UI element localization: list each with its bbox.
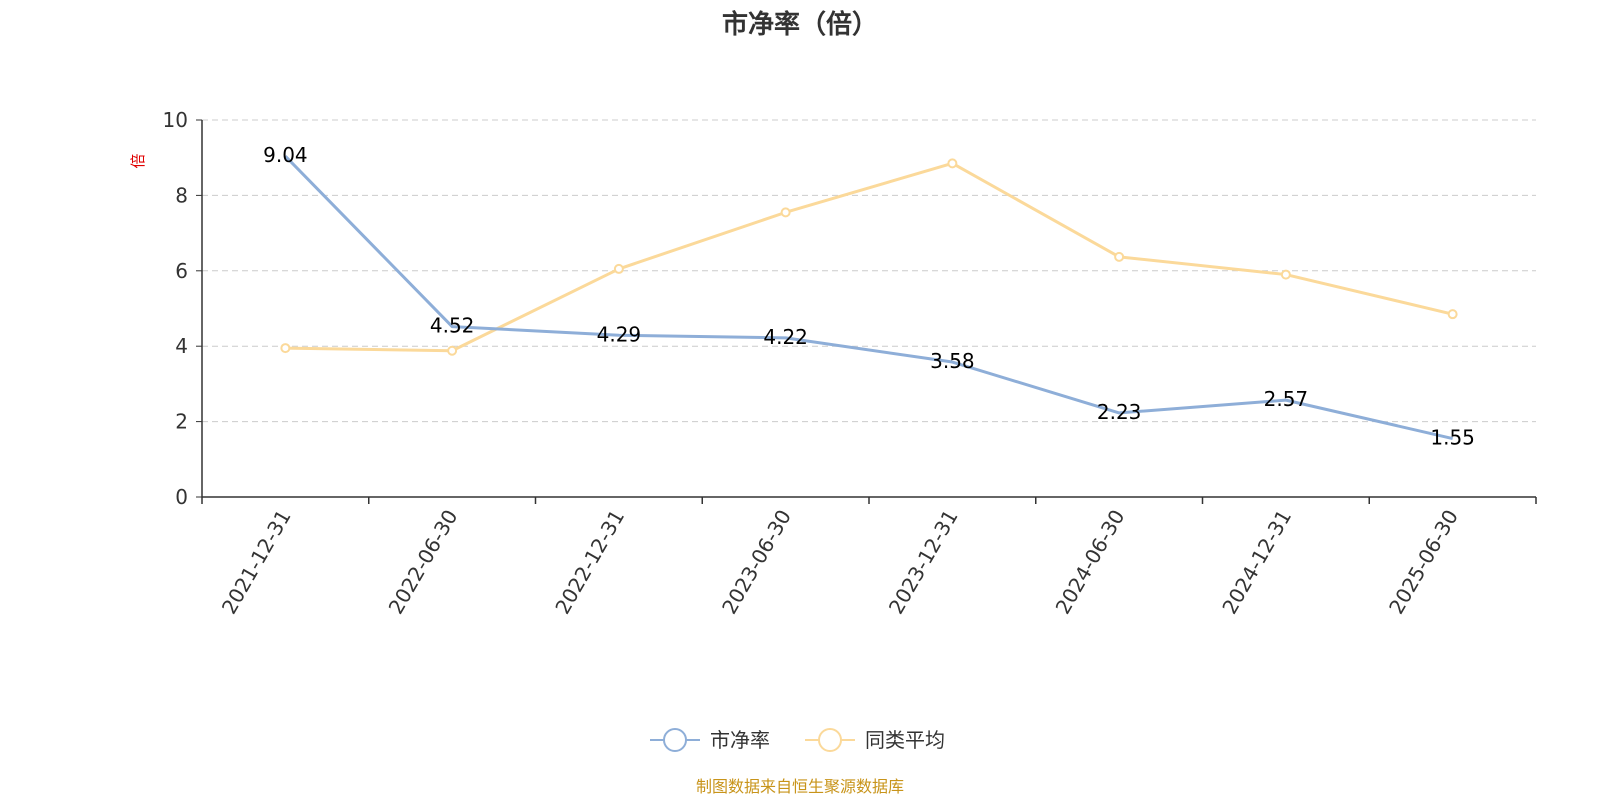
data-point bbox=[780, 207, 791, 218]
legend: 市净率 同类平均 bbox=[650, 728, 945, 752]
axes: 0 2 4 6 8 10 2021-12-31 2022-06-30 2022-12-31 202… bbox=[163, 108, 1537, 619]
data-label: 1.55 bbox=[1430, 426, 1475, 450]
x-tick-label: 2025-06-30 bbox=[1384, 506, 1463, 619]
y-tick-label: 2 bbox=[175, 410, 188, 434]
x-tick-label: 2023-12-31 bbox=[884, 506, 963, 619]
chart-title: 市净率（倍） bbox=[722, 9, 878, 40]
x-tick-label: 2024-06-30 bbox=[1051, 506, 1130, 619]
data-point bbox=[1280, 269, 1291, 280]
y-tick-label: 4 bbox=[175, 334, 188, 358]
legend-marker-pb-ratio bbox=[663, 728, 687, 752]
y-tick-label: 6 bbox=[175, 259, 188, 283]
legend-label-pb-ratio: 市净率 bbox=[710, 728, 770, 752]
x-tick-label: 2024-12-31 bbox=[1217, 506, 1296, 619]
grid-lines bbox=[202, 119, 1536, 423]
data-label: 9.04 bbox=[263, 143, 308, 167]
x-tick-label: 2021-12-31 bbox=[217, 506, 296, 619]
legend-item-peer-average[interactable]: 同类平均 bbox=[805, 728, 945, 752]
data-label: 2.23 bbox=[1097, 400, 1142, 424]
y-tick-label: 0 bbox=[175, 485, 188, 509]
series-line bbox=[284, 155, 1453, 441]
data-label: 4.22 bbox=[763, 325, 808, 349]
series-line bbox=[285, 161, 1453, 353]
y-axis-unit-label: 倍 bbox=[129, 153, 147, 168]
y-tick-label: 10 bbox=[163, 108, 188, 132]
data-label: 4.52 bbox=[430, 314, 475, 338]
data-point bbox=[1447, 309, 1458, 320]
data-labels: 9.04 4.52 4.29 4.22 3.58 2.23 2.57 1.55 bbox=[263, 143, 1475, 449]
data-point bbox=[280, 343, 291, 354]
data-point bbox=[1114, 251, 1125, 262]
y-tick-label: 8 bbox=[175, 183, 188, 207]
legend-label-peer-average: 同类平均 bbox=[865, 728, 945, 752]
data-point bbox=[447, 345, 458, 356]
data-point bbox=[947, 158, 958, 169]
x-tick-label: 2023-06-30 bbox=[717, 506, 796, 619]
x-tick-label: 2022-06-30 bbox=[384, 506, 463, 619]
series-lines bbox=[280, 155, 1458, 441]
data-label: 2.57 bbox=[1264, 387, 1309, 411]
legend-item-pb-ratio[interactable]: 市净率 bbox=[650, 728, 770, 752]
data-source-note: 制图数据来自恒生聚源数据库 bbox=[696, 777, 904, 796]
x-tick-label: 2022-12-31 bbox=[550, 506, 629, 619]
data-point bbox=[613, 263, 624, 274]
legend-marker-peer-average bbox=[818, 728, 842, 752]
data-label: 3.58 bbox=[930, 349, 975, 373]
data-label: 4.29 bbox=[597, 322, 642, 346]
